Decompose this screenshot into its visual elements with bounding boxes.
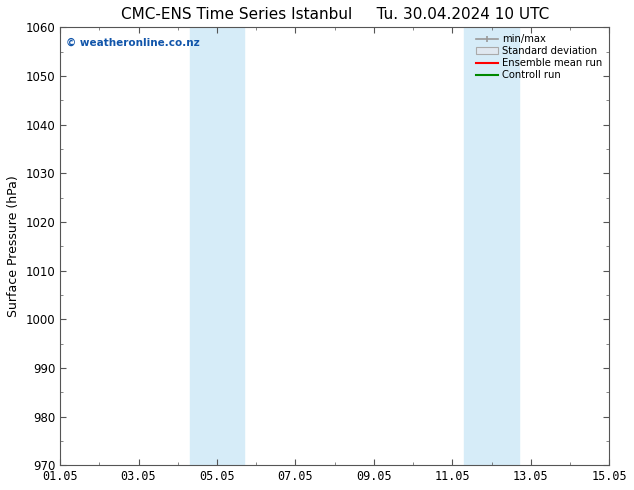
Legend: min/max, Standard deviation, Ensemble mean run, Controll run: min/max, Standard deviation, Ensemble me… (472, 30, 606, 84)
Title: CMC-ENS Time Series Istanbul     Tu. 30.04.2024 10 UTC: CMC-ENS Time Series Istanbul Tu. 30.04.2… (120, 7, 549, 22)
Y-axis label: Surface Pressure (hPa): Surface Pressure (hPa) (7, 175, 20, 317)
Bar (190, 27, 245, 465)
Text: © weatheronline.co.nz: © weatheronline.co.nz (65, 38, 199, 48)
Bar (464, 27, 519, 465)
